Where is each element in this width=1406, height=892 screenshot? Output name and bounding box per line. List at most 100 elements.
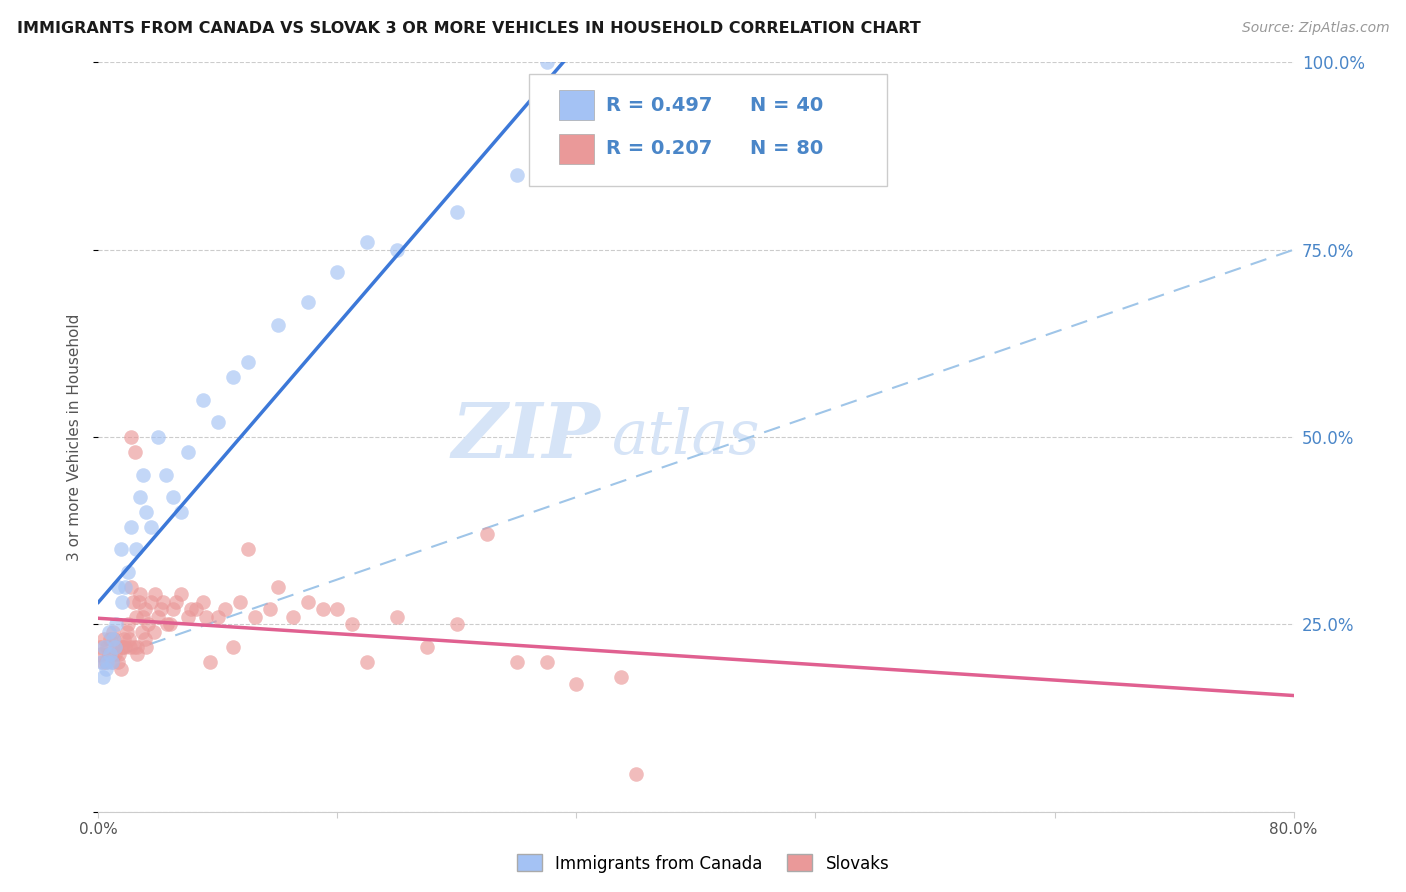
Point (207, 415, 229, 429)
Point (118, 640, 141, 654)
Point (446, 205, 468, 219)
Point (191, 392, 214, 407)
Point (222, 640, 245, 654)
Point (105, 640, 128, 654)
Point (129, 587, 152, 601)
Point (108, 648, 131, 662)
Point (111, 640, 134, 654)
Point (101, 655, 124, 669)
Point (98, 632, 122, 647)
Point (127, 648, 149, 662)
Point (94, 655, 117, 669)
Point (150, 602, 173, 616)
Point (326, 265, 349, 279)
Point (267, 580, 290, 594)
Point (103, 624, 125, 639)
Point (610, 670, 633, 684)
Point (91, 670, 114, 684)
Point (356, 235, 378, 250)
Point (165, 595, 187, 609)
Point (98, 648, 122, 662)
Point (236, 542, 259, 557)
Point (259, 602, 281, 616)
Point (297, 295, 319, 310)
Y-axis label: 3 or more Vehicles in Household: 3 or more Vehicles in Household (67, 313, 83, 561)
Point (96, 655, 118, 669)
Point (162, 490, 184, 504)
Text: atlas: atlas (613, 407, 761, 467)
Point (267, 318, 290, 332)
Point (103, 632, 125, 647)
Point (111, 595, 134, 609)
Point (152, 595, 174, 609)
Point (103, 632, 125, 647)
Point (200, 655, 222, 669)
Point (93, 632, 115, 647)
Point (385, 610, 409, 624)
Point (94, 662, 117, 676)
Point (131, 624, 153, 639)
Text: N = 40: N = 40 (749, 95, 823, 115)
Point (132, 467, 155, 482)
Point (184, 602, 207, 616)
FancyBboxPatch shape (558, 134, 595, 164)
Point (177, 445, 200, 459)
Point (191, 595, 214, 609)
Point (97, 624, 120, 639)
Point (117, 617, 139, 632)
Point (90, 655, 112, 669)
Point (124, 640, 146, 654)
Point (112, 632, 135, 647)
Point (90, 648, 112, 662)
Point (118, 632, 141, 647)
Point (110, 542, 132, 557)
Point (385, 243, 409, 257)
Point (134, 632, 156, 647)
Text: Source: ZipAtlas.com: Source: ZipAtlas.com (1241, 21, 1389, 35)
Point (114, 580, 136, 594)
FancyBboxPatch shape (529, 74, 887, 186)
Point (180, 602, 202, 616)
Point (156, 617, 179, 632)
Point (139, 520, 162, 534)
Point (245, 610, 267, 624)
Point (506, 168, 529, 182)
Text: ZIP: ZIP (451, 401, 600, 474)
Point (128, 595, 150, 609)
Point (91, 655, 114, 669)
Point (610, 130, 633, 145)
Legend: Immigrants from Canada, Slovaks: Immigrants from Canada, Slovaks (510, 847, 896, 880)
Point (297, 595, 319, 609)
Point (416, 640, 439, 654)
Point (148, 610, 170, 624)
Point (236, 355, 259, 369)
Point (506, 655, 529, 669)
Point (134, 602, 156, 616)
Point (132, 610, 155, 624)
Point (281, 610, 304, 624)
Point (93, 640, 115, 654)
Point (177, 610, 200, 624)
Point (135, 640, 157, 654)
Point (162, 602, 184, 616)
Point (105, 617, 128, 632)
Text: R = 0.497: R = 0.497 (606, 95, 713, 115)
Text: IMMIGRANTS FROM CANADA VS SLOVAK 3 OR MORE VEHICLES IN HOUSEHOLD CORRELATION CHA: IMMIGRANTS FROM CANADA VS SLOVAK 3 OR MO… (17, 21, 921, 36)
Point (97, 648, 120, 662)
Point (107, 655, 129, 669)
Text: R = 0.207: R = 0.207 (606, 139, 713, 159)
Point (195, 610, 218, 624)
Point (342, 617, 364, 632)
Point (536, 655, 558, 669)
Point (159, 617, 181, 632)
Point (107, 580, 129, 594)
Point (214, 602, 236, 616)
Point (104, 640, 127, 654)
Point (129, 490, 152, 504)
Point (207, 610, 229, 624)
Point (626, 767, 648, 781)
Point (115, 624, 138, 639)
Point (114, 640, 136, 654)
Point (475, 527, 498, 541)
Point (124, 445, 146, 459)
